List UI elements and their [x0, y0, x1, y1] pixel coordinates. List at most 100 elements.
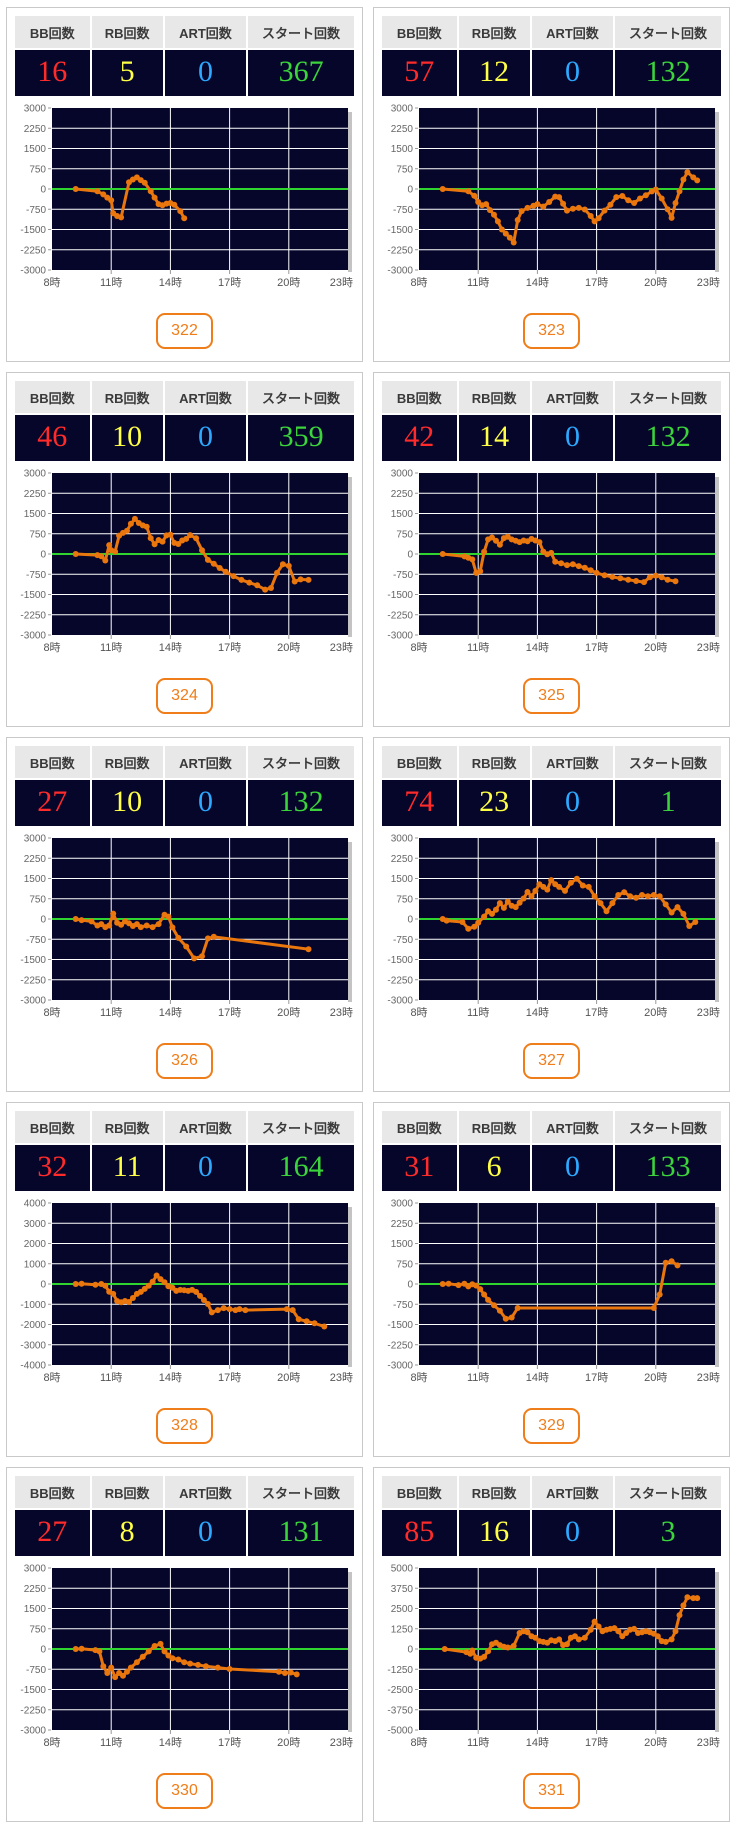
- x-axis-label: 20時: [277, 1736, 300, 1749]
- y-axis-label: 2250: [391, 854, 414, 865]
- col-art-label: ART回数: [164, 746, 247, 778]
- data-point: [581, 564, 588, 571]
- y-axis-label: 3000: [391, 834, 414, 845]
- data-point: [133, 1659, 140, 1666]
- data-point: [78, 1645, 85, 1652]
- y-axis-label: 0: [40, 915, 46, 926]
- x-axis-label: 23時: [697, 276, 720, 289]
- data-point: [106, 922, 113, 929]
- art-count-value: 0: [531, 1510, 614, 1556]
- y-axis-label: 3000: [391, 469, 414, 480]
- plot-shadow: [715, 1207, 719, 1367]
- data-point: [94, 188, 101, 195]
- stats-value-row: 57 12 0 132: [382, 50, 721, 96]
- x-axis-label: 17時: [218, 1371, 241, 1384]
- data-point: [658, 574, 665, 581]
- data-point: [439, 186, 446, 192]
- data-point: [100, 1663, 107, 1670]
- art-count-value: 0: [164, 50, 247, 96]
- data-point: [275, 1668, 282, 1675]
- data-point: [534, 201, 541, 208]
- data-point: [459, 919, 466, 925]
- machine-number-badge[interactable]: 328: [156, 1408, 213, 1444]
- data-point: [652, 186, 659, 193]
- y-axis-label: -1500: [387, 590, 413, 601]
- data-point: [281, 1670, 288, 1676]
- stats-value-row: 74 23 0 1: [382, 780, 721, 826]
- data-point: [564, 1641, 570, 1648]
- data-point: [171, 201, 178, 208]
- data-point: [692, 919, 699, 925]
- x-axis-label: 17時: [585, 276, 608, 289]
- data-point: [183, 535, 190, 542]
- y-axis-label: 1500: [391, 874, 414, 885]
- data-point: [485, 1296, 492, 1303]
- machine-panel: BB回数 RB回数 ART回数 スタート回数 31 6 0 133 3000 22…: [373, 1102, 730, 1457]
- x-axis-label: 11時: [467, 641, 489, 654]
- data-point: [193, 535, 200, 542]
- y-axis-label: -750: [393, 1300, 413, 1311]
- data-point: [291, 578, 298, 585]
- machine-number-badge[interactable]: 329: [523, 1408, 580, 1444]
- art-count-value: 0: [531, 415, 614, 461]
- data-point: [656, 893, 663, 900]
- y-axis-label: -2250: [20, 1705, 46, 1716]
- data-point: [445, 1280, 452, 1287]
- x-axis-label: 14時: [159, 276, 182, 289]
- stats-header-row: BB回数 RB回数 ART回数 スタート回数: [382, 381, 721, 413]
- col-art-label: ART回数: [531, 1111, 614, 1143]
- data-point: [658, 195, 665, 202]
- y-axis-label: 1500: [24, 144, 47, 155]
- machine-number-area: 325: [382, 678, 721, 714]
- col-bb-label: BB回数: [15, 746, 90, 778]
- data-point: [199, 953, 205, 960]
- data-point: [489, 910, 495, 917]
- x-axis-label: 8時: [43, 641, 60, 654]
- col-start-label: スタート回数: [615, 381, 721, 413]
- machine-number-badge[interactable]: 331: [523, 1773, 580, 1809]
- machine-number-badge[interactable]: 327: [523, 1043, 580, 1079]
- data-point: [652, 572, 659, 579]
- data-point: [106, 542, 113, 549]
- data-point: [149, 1278, 156, 1285]
- data-point: [524, 889, 531, 895]
- x-axis-label: 8時: [43, 1371, 60, 1384]
- profit-chart: 3000 2250 1500 750 0 -750 -1500 -2250 -3000 8時 11時…: [15, 1564, 354, 1763]
- machine-number-badge[interactable]: 324: [156, 678, 213, 714]
- data-point: [528, 893, 535, 900]
- machine-number-badge[interactable]: 330: [156, 1773, 213, 1809]
- data-point: [625, 197, 632, 204]
- y-axis-label: 750: [396, 164, 413, 175]
- machine-number-badge[interactable]: 323: [523, 313, 580, 349]
- stats-value-row: 31 6 0 133: [382, 1145, 721, 1191]
- data-point: [297, 576, 304, 583]
- data-point: [165, 913, 172, 920]
- data-point: [145, 1648, 152, 1655]
- data-point: [646, 574, 653, 581]
- machine-number-badge[interactable]: 326: [156, 1043, 213, 1079]
- col-start-label: スタート回数: [615, 1111, 721, 1143]
- y-axis-label: 750: [29, 164, 46, 175]
- plot-shadow: [715, 477, 719, 637]
- data-point: [512, 904, 519, 911]
- data-point: [151, 1643, 158, 1649]
- bb-count-value: 31: [382, 1145, 457, 1191]
- col-rb-label: RB回数: [458, 1476, 530, 1508]
- profit-chart: 3000 2250 1500 750 0 -750 -1500 -2250 -3000 8時 11時…: [382, 834, 721, 1033]
- start-count-value: 132: [615, 415, 721, 461]
- x-axis-label: 11時: [100, 1006, 122, 1019]
- profit-chart: 3000 2250 1500 750 0 -750 -1500 -2250 -3000 8時 11時…: [382, 469, 721, 668]
- data-point: [498, 226, 505, 233]
- data-point: [676, 188, 683, 195]
- y-axis-label: 1500: [24, 1604, 47, 1615]
- data-point: [222, 568, 229, 575]
- stats-header-row: BB回数 RB回数 ART回数 スタート回数: [382, 16, 721, 48]
- machine-number-badge[interactable]: 322: [156, 313, 213, 349]
- data-point: [684, 169, 691, 176]
- machine-number-badge[interactable]: 325: [523, 678, 580, 714]
- data-point: [287, 1669, 294, 1676]
- data-point: [155, 921, 162, 928]
- data-point: [491, 1302, 497, 1309]
- x-axis-label: 11時: [100, 276, 122, 289]
